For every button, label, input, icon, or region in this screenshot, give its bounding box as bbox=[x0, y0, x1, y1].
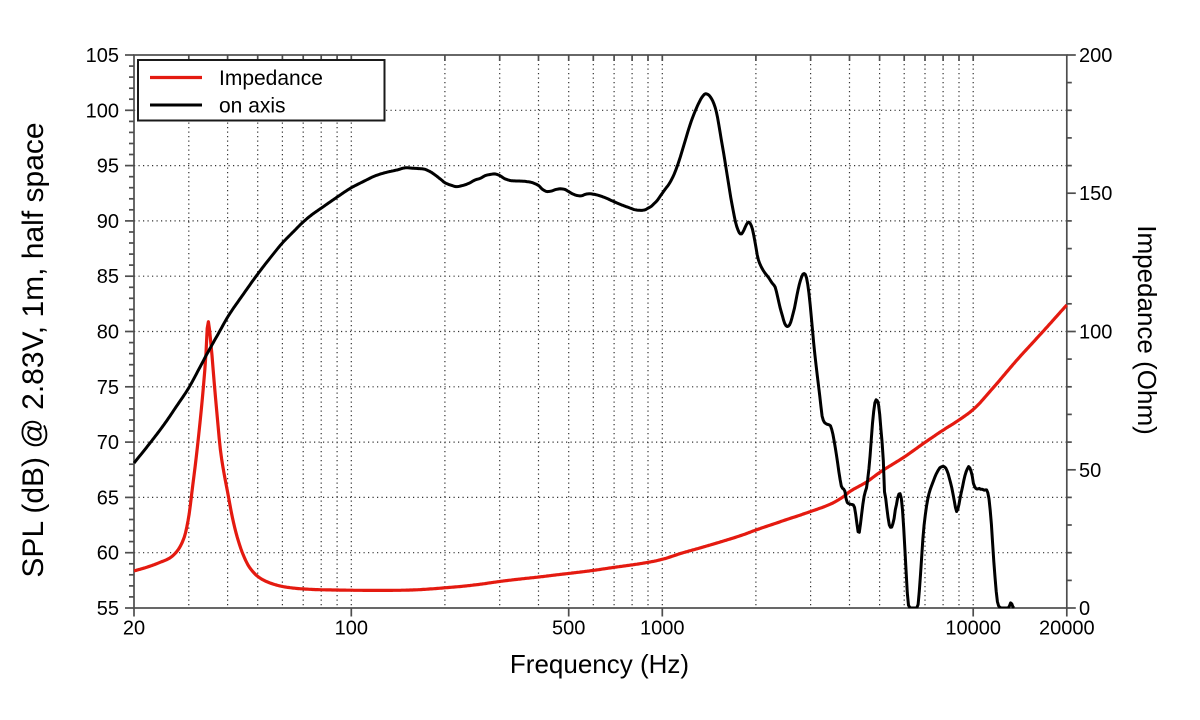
svg-text:on axis: on axis bbox=[219, 95, 286, 118]
svg-text:200: 200 bbox=[1079, 45, 1112, 67]
svg-text:100: 100 bbox=[86, 100, 119, 122]
svg-text:105: 105 bbox=[86, 45, 119, 67]
svg-text:60: 60 bbox=[97, 543, 119, 565]
svg-text:1000: 1000 bbox=[640, 618, 685, 640]
svg-text:65: 65 bbox=[97, 487, 119, 509]
svg-text:10000: 10000 bbox=[945, 618, 1001, 640]
svg-text:85: 85 bbox=[97, 266, 119, 288]
svg-text:20: 20 bbox=[123, 618, 145, 640]
svg-text:Impedance: Impedance bbox=[219, 67, 323, 90]
svg-text:80: 80 bbox=[97, 322, 119, 344]
svg-text:95: 95 bbox=[97, 156, 119, 178]
svg-text:55: 55 bbox=[97, 598, 119, 620]
svg-text:100: 100 bbox=[1079, 322, 1112, 344]
svg-text:75: 75 bbox=[97, 377, 119, 399]
svg-text:20000: 20000 bbox=[1039, 618, 1095, 640]
svg-text:100: 100 bbox=[335, 618, 368, 640]
svg-text:SPL (dB) @ 2.83V, 1m, half spa: SPL (dB) @ 2.83V, 1m, half space bbox=[17, 122, 50, 577]
svg-text:0: 0 bbox=[1079, 598, 1090, 620]
svg-text:150: 150 bbox=[1079, 183, 1112, 205]
svg-text:50: 50 bbox=[1079, 460, 1101, 482]
svg-text:Impedance (Ohm): Impedance (Ohm) bbox=[1132, 225, 1162, 435]
svg-text:90: 90 bbox=[97, 211, 119, 233]
svg-text:70: 70 bbox=[97, 432, 119, 454]
svg-text:500: 500 bbox=[552, 618, 585, 640]
svg-text:Frequency (Hz): Frequency (Hz) bbox=[510, 649, 689, 679]
